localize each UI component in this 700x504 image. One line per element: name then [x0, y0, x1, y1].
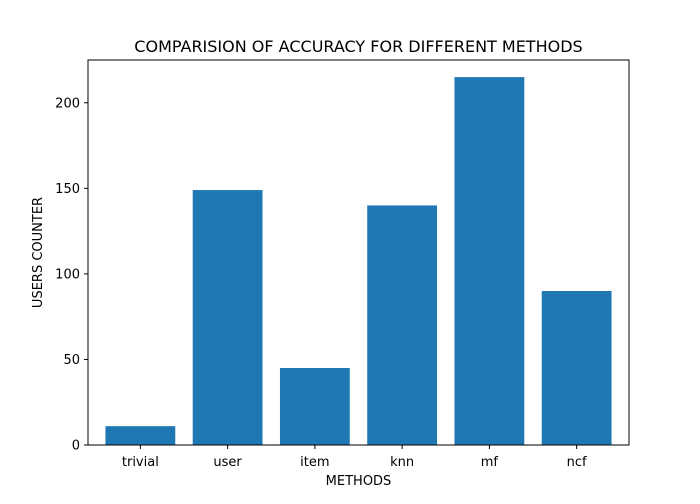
bar-item [279, 368, 350, 445]
bar-knn [367, 205, 438, 445]
x-tick-label: trivial [122, 455, 159, 470]
x-tick-label: ncf [567, 455, 587, 470]
y-tick-label: 200 [55, 96, 80, 111]
y-axis-label: USERS COUNTER [31, 197, 46, 308]
y-tick-label: 100 [55, 267, 80, 282]
y-tick-label: 150 [55, 182, 80, 197]
chart-title: COMPARISION OF ACCURACY FOR DIFFERENT ME… [134, 37, 582, 56]
bar-trivial [105, 426, 176, 445]
x-tick-label: knn [390, 455, 414, 470]
y-tick-label: 50 [63, 353, 80, 368]
bar-mf [454, 77, 525, 445]
bar-user [192, 190, 263, 445]
x-axis: trivial user item knn mf ncf [122, 445, 587, 470]
y-tick-label: 0 [72, 439, 80, 454]
x-tick-label: mf [481, 455, 499, 470]
y-axis: 0 50 100 150 200 [55, 96, 88, 454]
bar-ncf [541, 291, 612, 445]
x-axis-label: METHODS [326, 474, 392, 489]
plot-frame [87, 59, 630, 446]
x-tick-label: user [213, 455, 242, 470]
x-tick-label: item [300, 455, 329, 470]
bars-layer [105, 77, 612, 445]
